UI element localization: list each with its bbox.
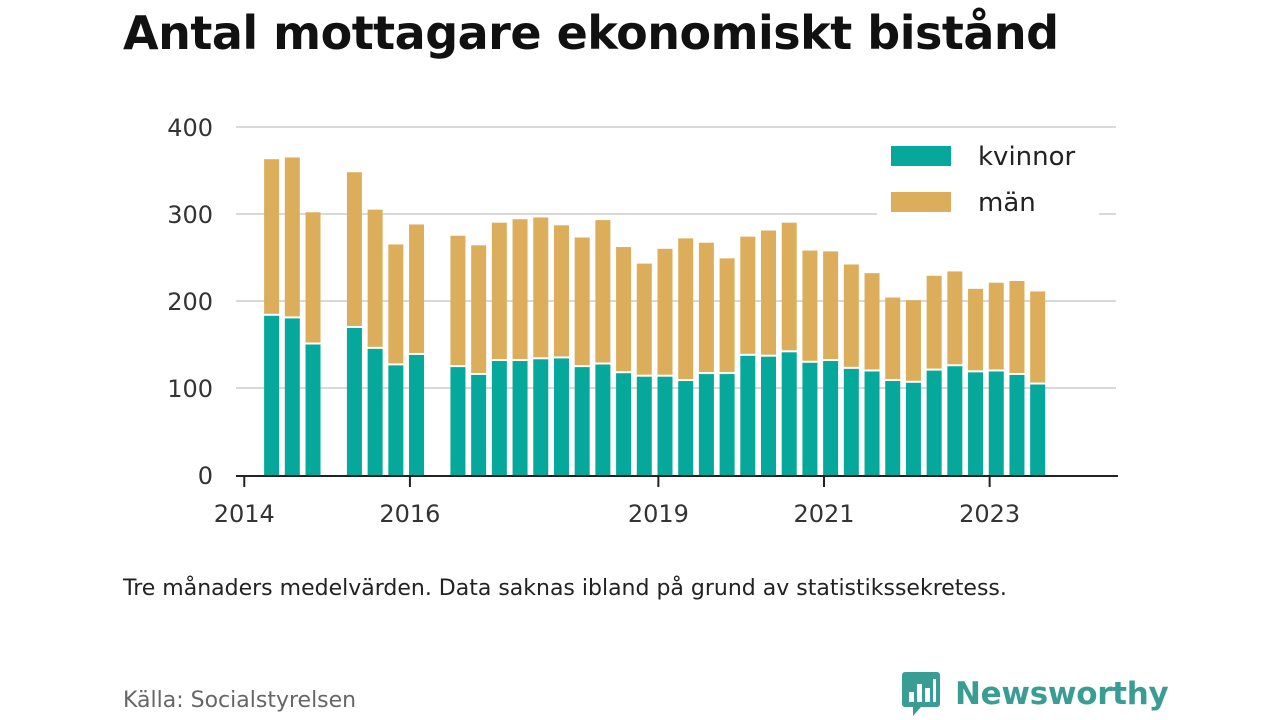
x-tick-label: 2021 — [793, 500, 854, 528]
bar-man — [864, 273, 880, 370]
bar-kvinnor — [616, 373, 632, 475]
x-tick-label: 2016 — [379, 500, 440, 528]
bar-man — [616, 247, 632, 372]
bar-kvinnor — [491, 361, 507, 475]
bar-kvinnor — [284, 318, 300, 475]
bar-kvinnor — [1009, 374, 1025, 475]
brand-name: Newsworthy — [955, 676, 1169, 712]
bar-man — [1030, 291, 1046, 383]
bar-man — [657, 248, 673, 375]
y-tick-label: 300 — [167, 201, 213, 229]
bar-kvinnor — [533, 359, 549, 475]
bar-man — [284, 157, 300, 317]
bar-man — [305, 212, 321, 343]
bar-kvinnor — [802, 362, 818, 475]
bar-kvinnor — [636, 376, 652, 475]
bar-chart-speech-bubble-icon — [902, 672, 940, 716]
y-tick-label: 400 — [167, 114, 213, 142]
bar-kvinnor — [926, 370, 942, 475]
bar-man — [491, 222, 507, 360]
y-tick-label: 200 — [167, 288, 213, 316]
y-axis-ticks: 0 100 200 300 400 — [167, 114, 213, 490]
bar-man — [843, 264, 859, 367]
bar-man — [450, 235, 466, 366]
bar-man — [719, 258, 735, 373]
bar-man — [761, 230, 777, 355]
bar-kvinnor — [864, 371, 880, 475]
bar-man — [512, 219, 528, 360]
bar-man — [698, 242, 714, 373]
y-tick-label: 0 — [198, 462, 213, 490]
bar-kvinnor — [305, 344, 321, 475]
bar-man — [885, 297, 901, 380]
bar-man — [533, 217, 549, 358]
legend: kvinnor män — [877, 136, 1099, 220]
bar-man — [367, 209, 383, 347]
x-tick-label: 2014 — [214, 500, 275, 528]
bar-man — [926, 275, 942, 369]
bar-kvinnor — [264, 315, 280, 475]
legend-label: män — [978, 188, 1036, 218]
bar-kvinnor — [905, 382, 921, 475]
brand-logo: Newsworthy — [901, 670, 1169, 718]
bar-man — [740, 236, 756, 354]
x-axis-ticks: 2014 2016 2019 2021 2023 — [214, 477, 1020, 528]
chart-title: Antal mottagare ekonomiskt bistånd — [123, 6, 1059, 60]
bar-man — [636, 263, 652, 375]
bar-kvinnor — [346, 327, 362, 475]
bar-kvinnor — [947, 366, 963, 475]
bar-kvinnor — [885, 381, 901, 475]
bar-kvinnor — [409, 354, 425, 475]
bar-kvinnor — [761, 356, 777, 475]
bar-man — [802, 250, 818, 361]
bar-man — [346, 172, 362, 326]
bar-man — [823, 251, 839, 360]
source-text: Källa: Socialstyrelsen — [123, 688, 357, 713]
bar-kvinnor — [988, 371, 1004, 475]
legend-label: kvinnor — [978, 142, 1076, 172]
bar-kvinnor — [843, 368, 859, 475]
bar-kvinnor — [595, 364, 611, 475]
bar-kvinnor — [450, 367, 466, 475]
bar-kvinnor — [781, 352, 797, 475]
bar-man — [264, 159, 280, 314]
bar-man — [1009, 280, 1025, 373]
bar-man — [781, 222, 797, 351]
bar-kvinnor — [657, 376, 673, 475]
bar-man — [988, 282, 1004, 370]
bar-man — [595, 220, 611, 363]
bar-man — [471, 245, 487, 373]
x-tick-label: 2023 — [959, 500, 1020, 528]
bar-kvinnor — [740, 355, 756, 475]
bar-kvinnor — [968, 372, 984, 475]
bar-kvinnor — [367, 348, 383, 475]
legend-swatch — [891, 192, 951, 212]
bar-man — [905, 300, 921, 381]
x-tick-label: 2019 — [628, 500, 689, 528]
bars — [264, 157, 1046, 475]
bar-kvinnor — [388, 365, 404, 475]
y-tick-label: 100 — [167, 375, 213, 403]
bar-kvinnor — [678, 381, 694, 475]
bar-man — [947, 271, 963, 365]
bar-man — [574, 237, 590, 366]
bar-kvinnor — [719, 374, 735, 475]
bar-kvinnor — [698, 374, 714, 475]
chart-note: Tre månaders medelvärden. Data saknas ib… — [123, 576, 1007, 601]
bar-kvinnor — [574, 367, 590, 475]
bar-man — [553, 225, 569, 357]
bar-man — [968, 288, 984, 371]
bar-kvinnor — [553, 358, 569, 475]
bar-kvinnor — [823, 361, 839, 475]
bar-kvinnor — [1030, 384, 1046, 475]
bar-kvinnor — [471, 374, 487, 475]
bar-man — [388, 244, 404, 364]
bar-kvinnor — [512, 361, 528, 475]
bar-man — [409, 224, 425, 353]
bar-man — [678, 238, 694, 380]
legend-swatch — [891, 146, 951, 166]
